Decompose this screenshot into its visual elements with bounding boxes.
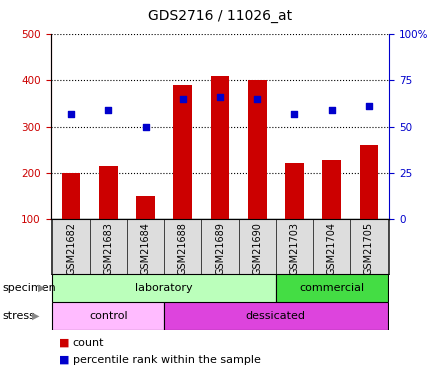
Point: [142, 124, 149, 130]
Bar: [285, 163, 304, 219]
Text: GDS2716 / 11026_at: GDS2716 / 11026_at: [148, 9, 292, 23]
Text: GSM21688: GSM21688: [178, 222, 188, 275]
Point: [179, 96, 186, 102]
Text: commercial: commercial: [299, 283, 364, 293]
Text: count: count: [73, 338, 104, 348]
Point: [105, 107, 112, 113]
Text: ▶: ▶: [32, 311, 40, 321]
Text: ■: ■: [59, 355, 70, 365]
Bar: [248, 80, 267, 219]
Text: ■: ■: [59, 338, 70, 348]
Text: ▶: ▶: [38, 283, 46, 292]
Text: stress: stress: [2, 311, 35, 321]
Bar: [136, 196, 155, 219]
Bar: [52, 302, 164, 330]
Text: GSM21705: GSM21705: [364, 222, 374, 275]
Text: GSM21704: GSM21704: [326, 222, 337, 275]
Text: GSM21689: GSM21689: [215, 222, 225, 275]
Text: specimen: specimen: [2, 283, 56, 292]
Bar: [211, 75, 229, 219]
Bar: [52, 274, 276, 302]
Text: dessicated: dessicated: [246, 311, 306, 321]
Text: laboratory: laboratory: [136, 283, 193, 293]
Point: [328, 107, 335, 113]
Point: [365, 103, 372, 109]
Bar: [99, 166, 117, 219]
Text: percentile rank within the sample: percentile rank within the sample: [73, 355, 260, 365]
Text: control: control: [89, 311, 128, 321]
Point: [68, 111, 75, 117]
Text: GSM21690: GSM21690: [252, 222, 262, 275]
Text: GSM21684: GSM21684: [140, 222, 150, 275]
Bar: [323, 160, 341, 219]
Bar: [359, 145, 378, 219]
Bar: [164, 302, 388, 330]
Bar: [62, 173, 81, 219]
Text: GSM21703: GSM21703: [290, 222, 300, 275]
Point: [216, 94, 224, 100]
Bar: [276, 274, 388, 302]
Text: GSM21682: GSM21682: [66, 222, 76, 275]
Text: GSM21683: GSM21683: [103, 222, 114, 275]
Bar: [173, 85, 192, 219]
Point: [254, 96, 261, 102]
Point: [291, 111, 298, 117]
